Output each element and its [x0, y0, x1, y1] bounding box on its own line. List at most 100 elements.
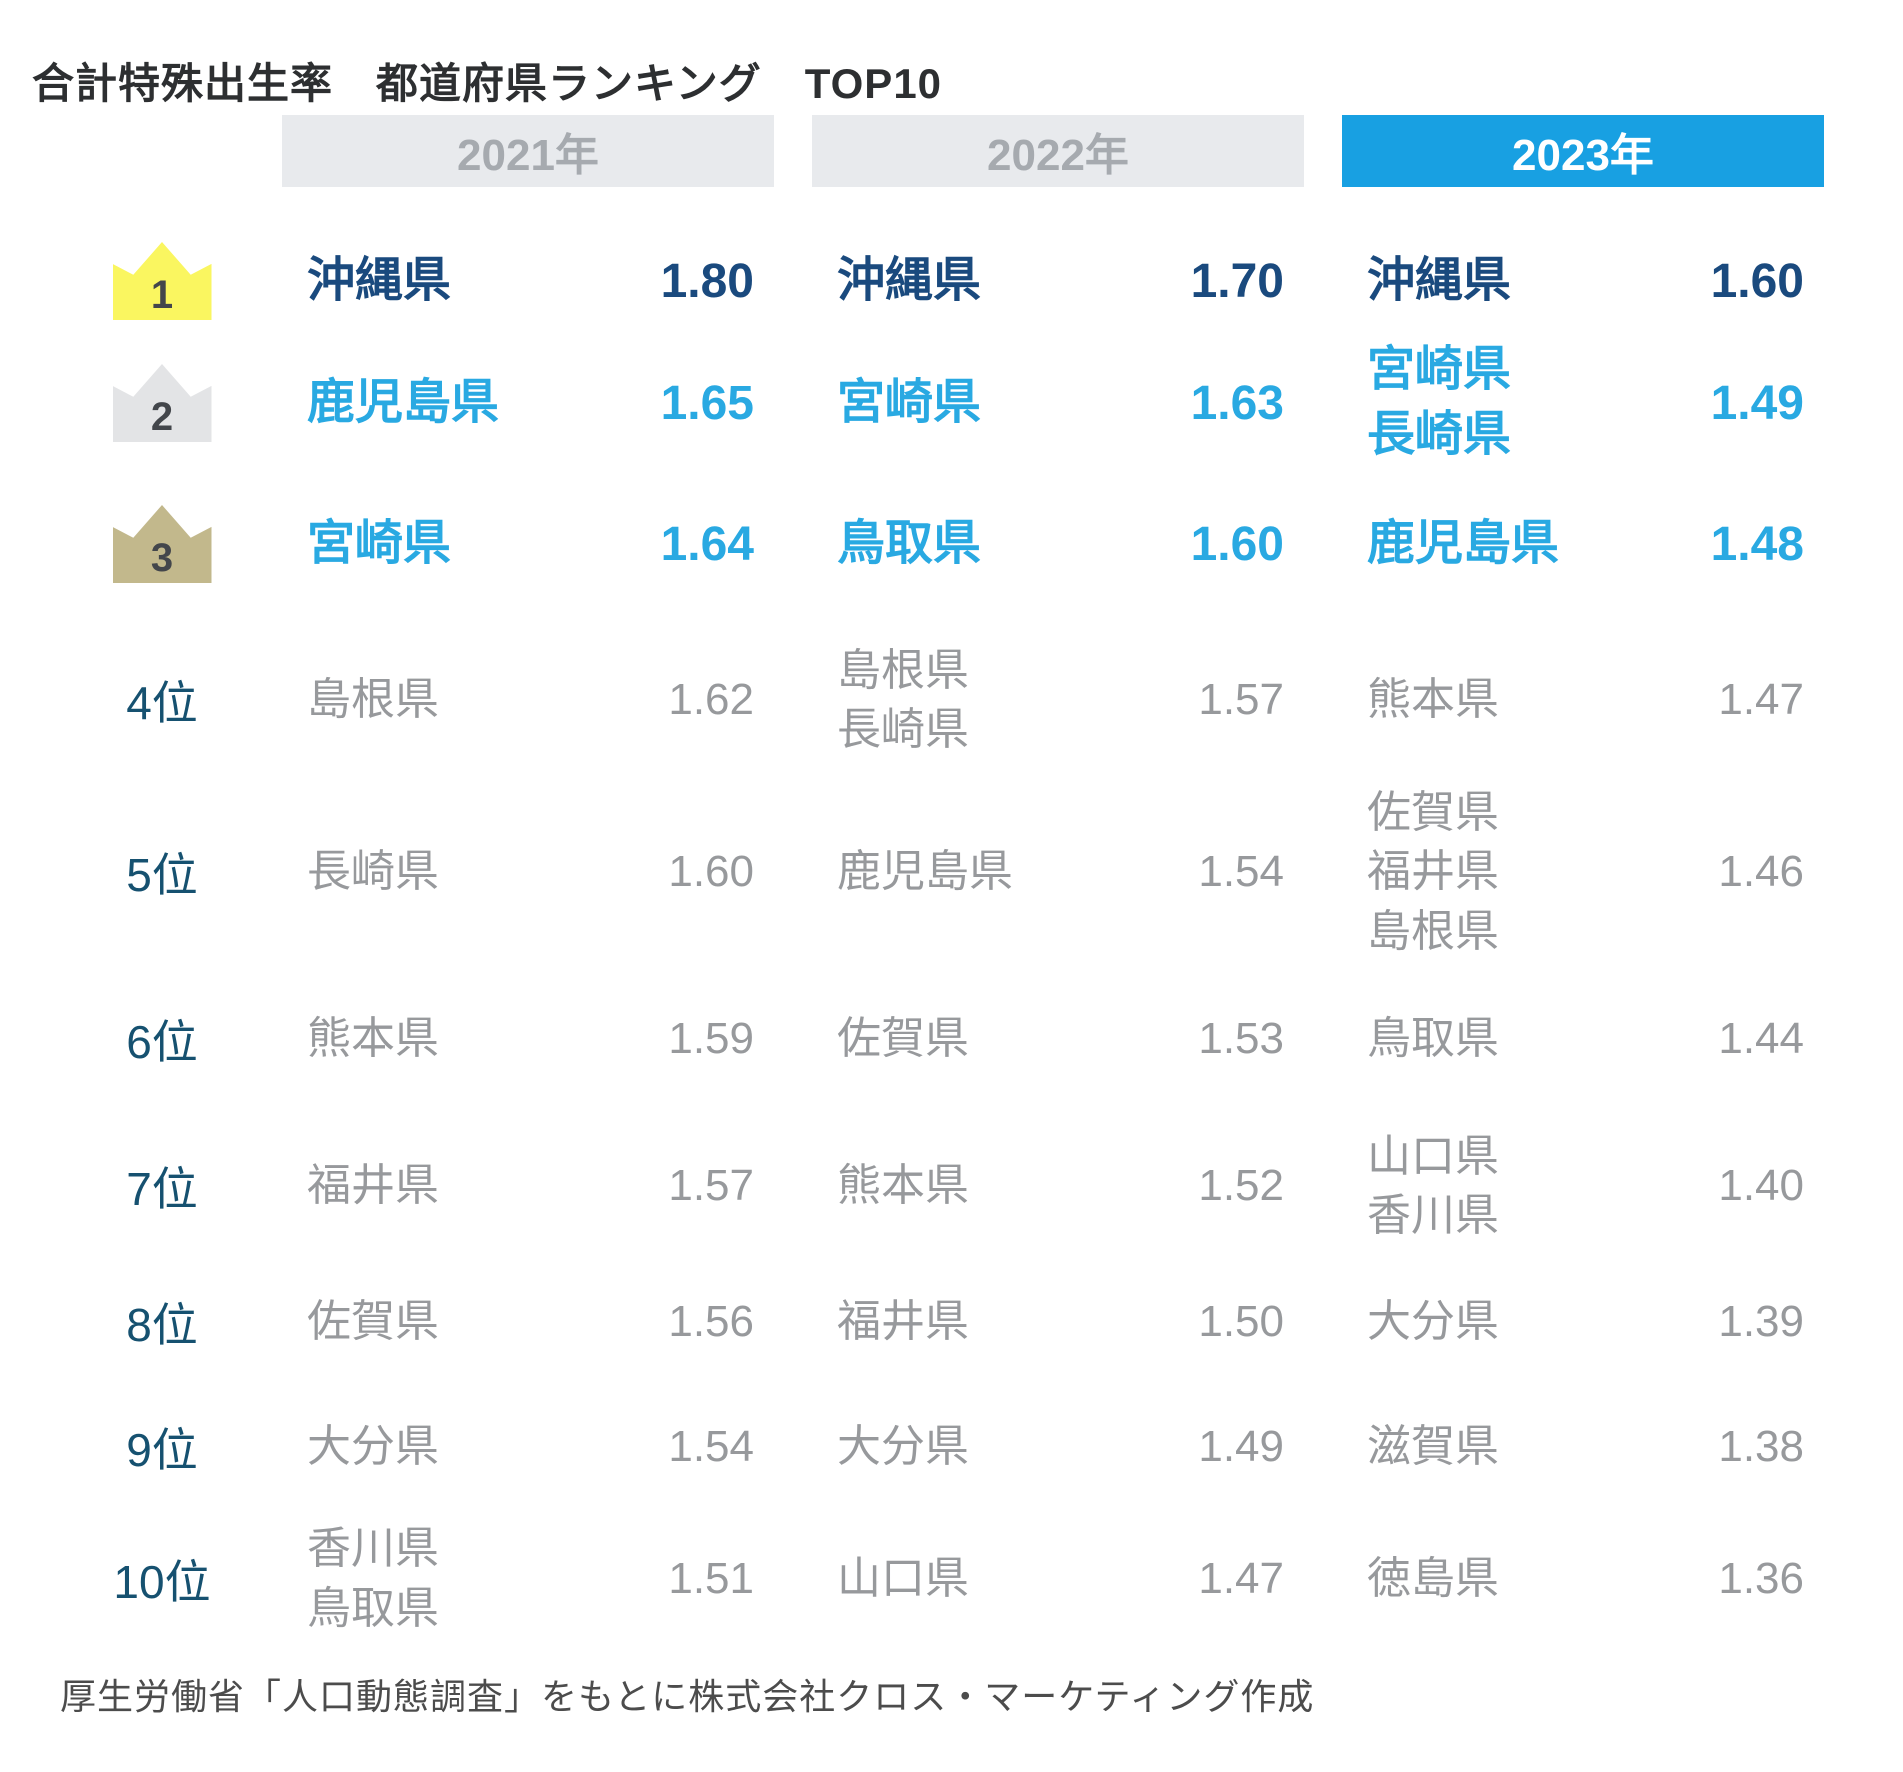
- year-header-2023-active: 2023年: [1342, 115, 1824, 187]
- cell-2022-rank2: 宮崎県 1.63: [812, 335, 1304, 471]
- fertility-value: 1.70: [1190, 254, 1284, 308]
- fertility-value: 1.44: [1718, 1013, 1804, 1063]
- fertility-value: 1.49: [1710, 376, 1804, 430]
- prefecture-name: 大分県: [837, 1422, 969, 1472]
- cell-2022-rank3: 鳥取県 1.60: [812, 471, 1304, 617]
- fertility-value: 1.59: [668, 1013, 754, 1063]
- prefecture-name: 鹿児島県: [307, 375, 500, 429]
- prefecture-name: 島根県 長崎県: [837, 645, 969, 754]
- fertility-value: 1.38: [1718, 1422, 1804, 1472]
- cell-2021-rank1: 沖縄県 1.80: [282, 227, 774, 335]
- rank-cell-7: 7位: [80, 1116, 244, 1256]
- prefecture-name: 鹿児島県: [837, 847, 1013, 897]
- prefecture-name: 島根県: [307, 675, 439, 725]
- fertility-value: 1.52: [1198, 1161, 1284, 1211]
- prefecture-name: 鹿児島県: [1367, 516, 1560, 570]
- year-header-2021: 2021年: [282, 115, 774, 187]
- cell-2022-rank4: 島根県 長崎県 1.57: [812, 617, 1304, 783]
- prefecture-name: 宮崎県: [837, 375, 982, 429]
- cell-2023-rank6: 鳥取県 1.44: [1342, 961, 1824, 1116]
- rank-cell-2: 2: [80, 335, 244, 471]
- rank-number: 2: [150, 395, 174, 439]
- fertility-value: 1.36: [1718, 1553, 1804, 1603]
- cell-2023-rank9: 滋賀県 1.38: [1342, 1388, 1824, 1506]
- prefecture-name: 熊本県: [837, 1161, 969, 1211]
- bronze-crown-icon: 3: [112, 505, 212, 583]
- cell-2022-rank7: 熊本県 1.52: [812, 1116, 1304, 1256]
- prefecture-name: 熊本県: [1367, 675, 1499, 725]
- source-note: 厚生労働省「人口動態調査」をもとに株式会社クロス・マーケティング作成: [60, 1676, 1315, 1717]
- ranking-table: 2021年 2022年 2023年 1 沖縄県 1.80 沖縄県 1.70 沖縄…: [80, 115, 1824, 1651]
- cell-2021-rank7: 福井県 1.57: [282, 1116, 774, 1256]
- fertility-value: 1.47: [1198, 1553, 1284, 1603]
- cell-2022-rank1: 沖縄県 1.70: [812, 227, 1304, 335]
- fertility-value: 1.57: [1198, 675, 1284, 724]
- fertility-value: 1.60: [668, 847, 754, 897]
- rank-cell-10: 10位: [80, 1506, 244, 1651]
- fertility-value: 1.60: [1190, 517, 1284, 571]
- cell-2021-rank8: 佐賀県 1.56: [282, 1256, 774, 1388]
- page-title: 合計特殊出生率 都道府県ランキング TOP10: [32, 60, 943, 107]
- rank-cell-1: 1: [80, 227, 244, 335]
- rank-label: 5位: [126, 849, 198, 902]
- fertility-value: 1.54: [668, 1422, 754, 1472]
- prefecture-name: 佐賀県: [837, 1013, 969, 1063]
- prefecture-name: 長崎県: [307, 847, 439, 897]
- prefecture-name: 滋賀県: [1367, 1422, 1499, 1472]
- prefecture-name: 鳥取県: [837, 516, 982, 570]
- cell-2021-rank6: 熊本県 1.59: [282, 961, 774, 1116]
- rank-label: 8位: [126, 1299, 198, 1352]
- prefecture-name: 熊本県: [307, 1013, 439, 1063]
- prefecture-name: 大分県: [1367, 1297, 1499, 1347]
- cell-2023-rank4: 熊本県 1.47: [1342, 617, 1824, 783]
- prefecture-name: 宮崎県 長崎県: [1367, 343, 1512, 461]
- cell-2021-rank10: 香川県 鳥取県 1.51: [282, 1506, 774, 1651]
- cell-2021-rank5: 長崎県 1.60: [282, 783, 774, 961]
- fertility-value: 1.50: [1198, 1297, 1284, 1347]
- fertility-value: 1.40: [1718, 1161, 1804, 1211]
- rank-label: 9位: [126, 1424, 198, 1477]
- cell-2022-rank10: 山口県 1.47: [812, 1506, 1304, 1651]
- header-spacer: [80, 187, 1824, 227]
- prefecture-name: 福井県: [307, 1161, 439, 1211]
- fertility-value: 1.57: [668, 1161, 754, 1211]
- rank-cell-5: 5位: [80, 783, 244, 961]
- gold-crown-icon: 1: [112, 242, 212, 320]
- prefecture-name: 沖縄県: [1367, 253, 1512, 307]
- prefecture-name: 香川県 鳥取県: [307, 1524, 439, 1633]
- prefecture-name: 徳島県: [1367, 1553, 1499, 1603]
- fertility-value: 1.47: [1718, 675, 1804, 724]
- cell-2022-rank6: 佐賀県 1.53: [812, 961, 1304, 1116]
- rank-cell-3: 3: [80, 471, 244, 617]
- cell-2023-rank1: 沖縄県 1.60: [1342, 227, 1824, 335]
- fertility-value: 1.46: [1718, 847, 1804, 897]
- fertility-value: 1.56: [668, 1297, 754, 1347]
- fertility-value: 1.65: [660, 376, 754, 430]
- rank-number: 1: [150, 273, 174, 317]
- fertility-value: 1.53: [1198, 1013, 1284, 1063]
- fertility-value: 1.54: [1198, 847, 1284, 897]
- rank-cell-9: 9位: [80, 1388, 244, 1506]
- fertility-value: 1.39: [1718, 1297, 1804, 1347]
- cell-2022-rank5: 鹿児島県 1.54: [812, 783, 1304, 961]
- rank-label: 10位: [113, 1555, 211, 1608]
- cell-2022-rank8: 福井県 1.50: [812, 1256, 1304, 1388]
- cell-2023-rank2: 宮崎県 長崎県 1.49: [1342, 335, 1824, 471]
- cell-2023-rank10: 徳島県 1.36: [1342, 1506, 1824, 1651]
- rank-cell-4: 4位: [80, 617, 244, 783]
- prefecture-name: 宮崎県: [307, 516, 452, 570]
- fertility-value: 1.60: [1710, 254, 1804, 308]
- cell-2021-rank3: 宮崎県 1.64: [282, 471, 774, 617]
- prefecture-name: 沖縄県: [837, 253, 982, 307]
- fertility-value: 1.48: [1710, 517, 1804, 571]
- prefecture-name: 鳥取県: [1367, 1013, 1499, 1063]
- cell-2023-rank3: 鹿児島県 1.48: [1342, 471, 1824, 617]
- fertility-value: 1.62: [668, 675, 754, 724]
- prefecture-name: 山口県: [837, 1553, 969, 1603]
- rank-cell-8: 8位: [80, 1256, 244, 1388]
- header-rank-spacer: [80, 115, 244, 187]
- prefecture-name: 山口県 香川県: [1367, 1131, 1499, 1241]
- fertility-value: 1.80: [660, 254, 754, 308]
- cell-2023-rank8: 大分県 1.39: [1342, 1256, 1824, 1388]
